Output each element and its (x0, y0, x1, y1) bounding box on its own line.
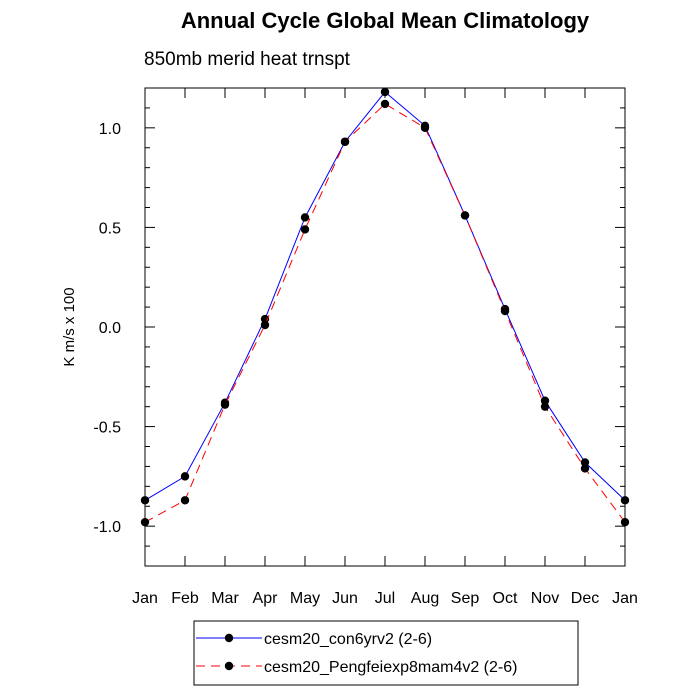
legend: cesm20_con6yrv2 (2-6) cesm20_Pengfeiexp8m… (196, 631, 517, 676)
series-1-point (580, 458, 590, 467)
y-tick-label: -0.5 (93, 420, 121, 437)
series-2-point (220, 400, 230, 409)
series-line-1 (144, 91, 626, 501)
series-2-point (300, 225, 310, 234)
series-2-point (420, 123, 430, 133)
legend-box (193, 620, 579, 686)
x-tick-label: Aug (411, 590, 439, 607)
chart-subtitle: 850mb merid heat trnspt (144, 49, 350, 70)
x-tick-label: Jul (375, 590, 395, 607)
legend-marker-2 (224, 661, 234, 671)
legend-label-1: cesm20_con6yrv2 (2-6) (264, 631, 432, 648)
series-2-point (460, 211, 470, 220)
x-tick-label: Nov (531, 590, 559, 607)
x-tick-label: Apr (253, 590, 279, 607)
legend-marker-1 (224, 633, 234, 643)
plot-frame (144, 87, 626, 567)
x-tick-label: Mar (211, 590, 239, 607)
x-tick-label: May (290, 590, 320, 607)
series-2-point (500, 306, 510, 316)
series-1-point (180, 472, 190, 481)
x-tick-label: Jan (612, 590, 638, 607)
x-tick-label: Dec (571, 590, 599, 607)
series-2-point (540, 402, 550, 411)
series-1-point (540, 396, 550, 405)
series-2-point (580, 464, 590, 473)
x-tick-label: Jan (132, 590, 158, 607)
x-tick-label: Sep (451, 590, 480, 607)
series-line-2 (144, 103, 626, 523)
series-1-point (380, 87, 390, 97)
y-tick-label: 1.0 (99, 121, 121, 138)
x-tick-label: Jun (332, 590, 358, 607)
series-1-point (300, 213, 310, 222)
series-2-point (380, 99, 390, 109)
y-axis-label: K m/s x 100 (61, 287, 78, 366)
x-tick-label: Oct (493, 590, 518, 607)
series-2-point (180, 496, 190, 505)
y-tick-label: 0.0 (99, 320, 121, 337)
y-tick-label: -1.0 (93, 519, 121, 536)
legend-label-2: cesm20_Pengfeiexp8mam4v2 (2-6) (264, 659, 517, 676)
x-tick-label: Feb (171, 590, 199, 607)
series-layer (140, 87, 630, 527)
chart-title: Annual Cycle Global Mean Climatology (180, 8, 590, 33)
series-2-point (340, 137, 350, 146)
series-2-point (260, 320, 270, 330)
ticks-layer: Jan Feb Mar Apr May Jun Jul Aug Sep Oct Nov Dec Jan 1… (93, 88, 638, 607)
y-tick-label: 0.5 (99, 220, 121, 237)
